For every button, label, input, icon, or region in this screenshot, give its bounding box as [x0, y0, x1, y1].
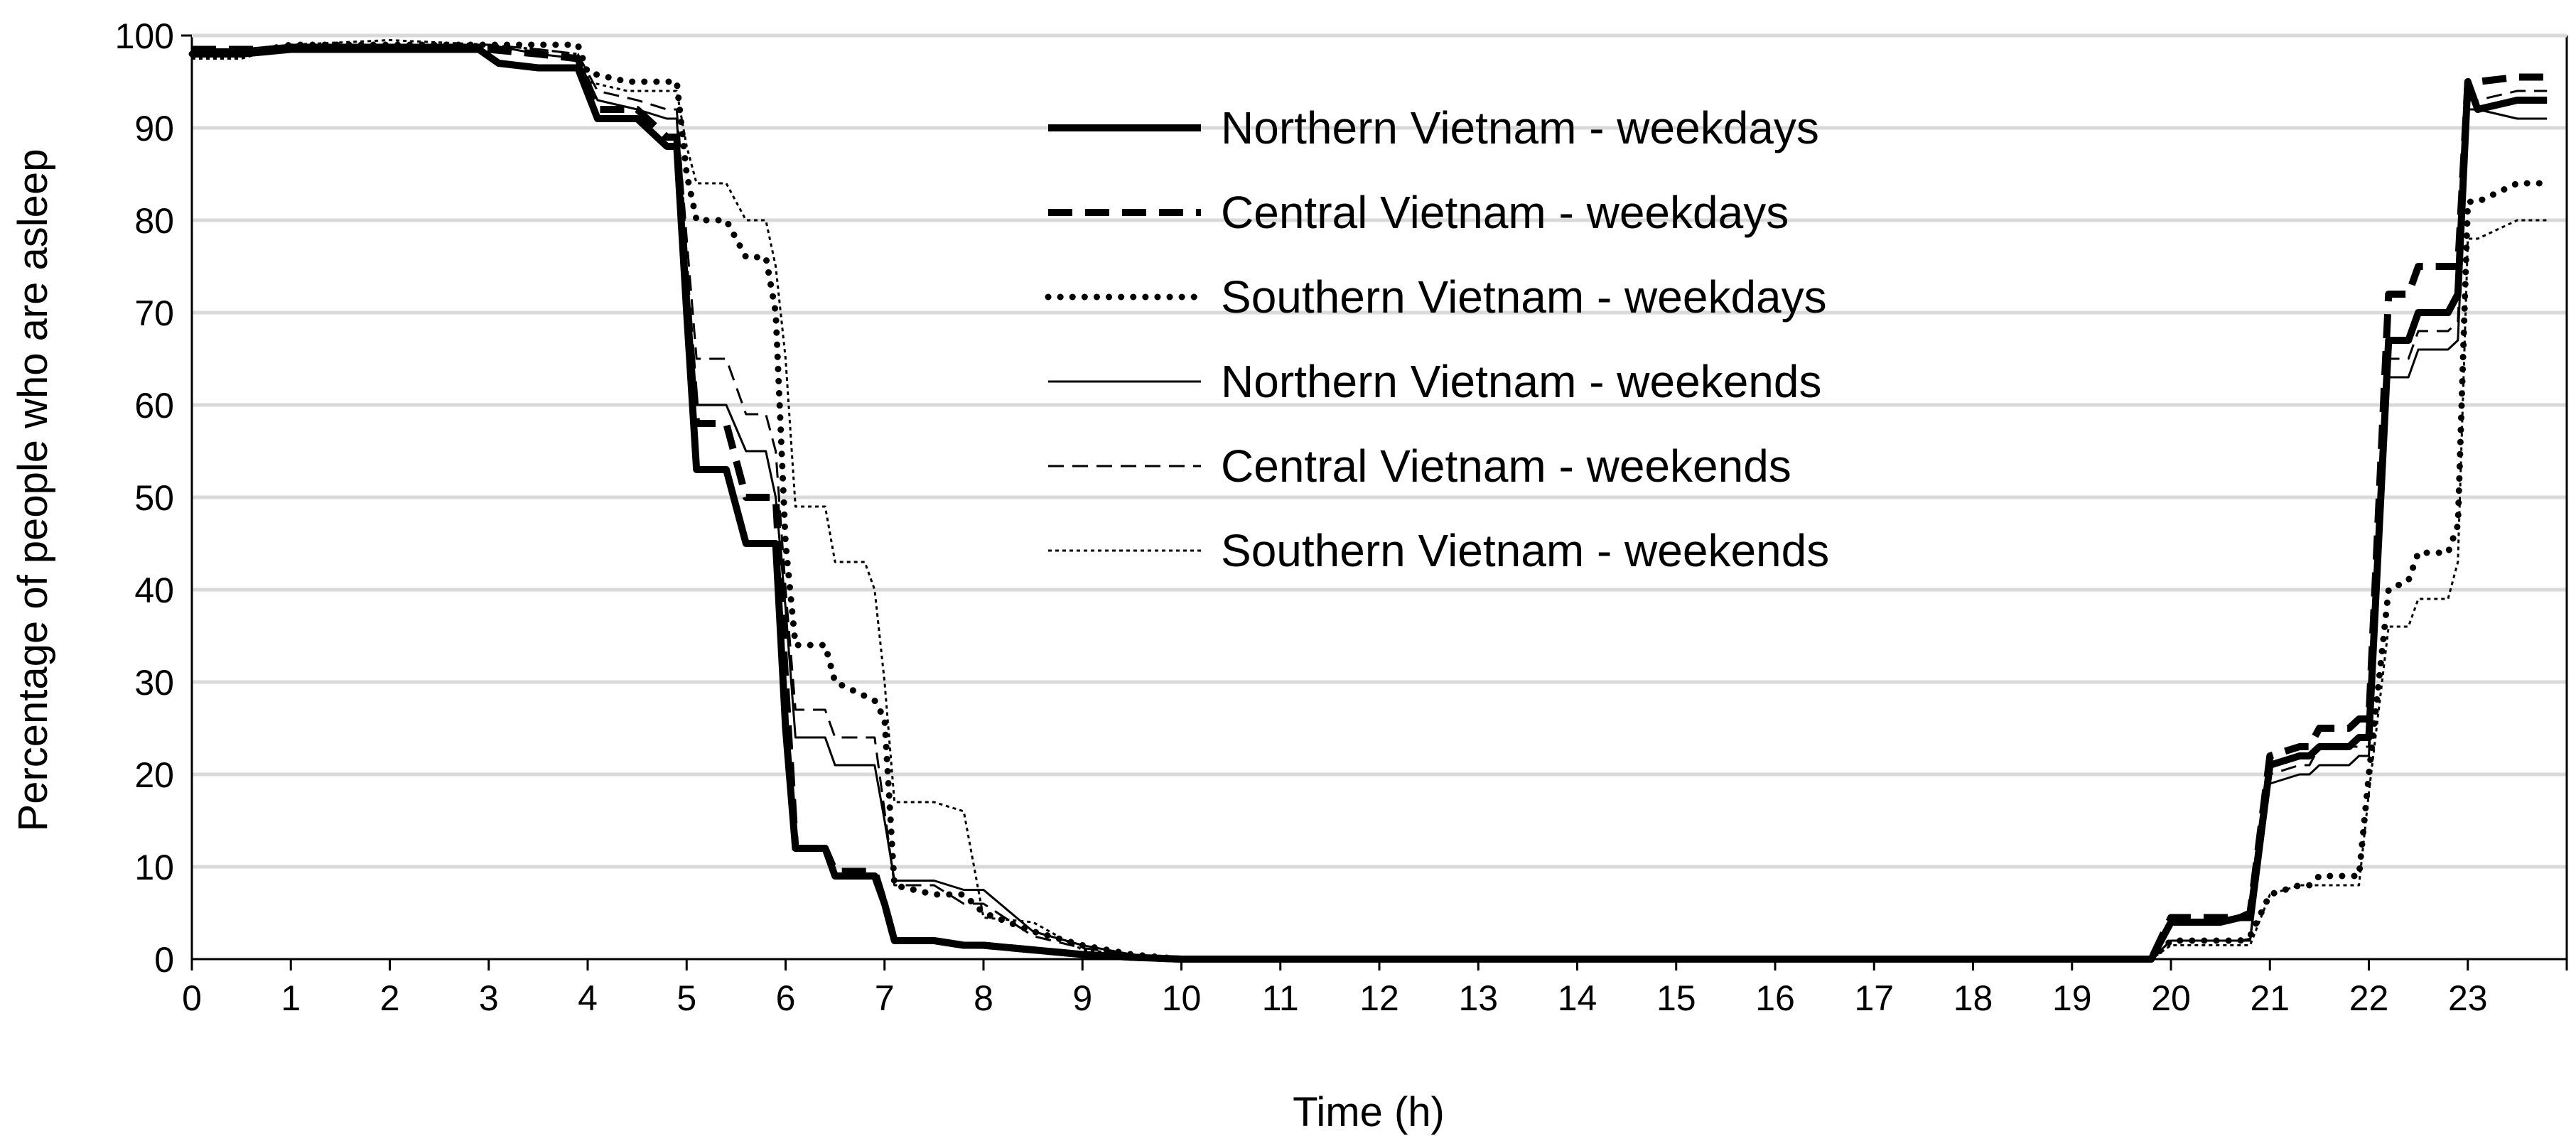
y-tick-label: 40 — [134, 570, 174, 610]
x-tick-label: 8 — [974, 978, 993, 1018]
x-tick-label: 21 — [2250, 978, 2290, 1018]
legend: Northern Vietnam - weekdays Central Vietn… — [1045, 102, 1829, 576]
y-tick-label: 0 — [154, 940, 174, 980]
x-tick-label: 15 — [1656, 978, 1696, 1018]
x-tick-labels: 0 1 2 3 4 5 6 7 8 9 10 11 12 13 14 15 16 17 18 19 20 21 22 23 — [182, 978, 2487, 1018]
x-tick-label: 12 — [1359, 978, 1399, 1018]
y-tick-label: 100 — [115, 16, 174, 56]
y-tick-label: 20 — [134, 755, 174, 795]
legend-label-1: Northern Vietnam - weekdays — [1221, 102, 1819, 153]
y-tick-label: 30 — [134, 663, 174, 703]
x-tick-label: 19 — [2052, 978, 2092, 1018]
legend-label-4: Northern Vietnam - weekends — [1221, 356, 1821, 407]
series-line-2 — [192, 45, 2548, 963]
x-tick-label: 1 — [281, 978, 301, 1018]
x-tick-label: 18 — [1953, 978, 1993, 1018]
y-tick-label: 70 — [134, 293, 174, 333]
x-axis-label: Time (h) — [1293, 1089, 1445, 1135]
x-tick-label: 9 — [1072, 978, 1092, 1018]
y-axis-label: Percentage of people who are asleep — [10, 149, 56, 832]
x-tick-label: 11 — [1262, 978, 1299, 1018]
legend-label-2: Central Vietnam - weekdays — [1221, 187, 1789, 238]
series-line-5 — [192, 43, 2548, 961]
legend-label-5: Central Vietnam - weekends — [1221, 440, 1791, 492]
x-tick-label: 10 — [1162, 978, 1202, 1018]
series-line-1 — [192, 45, 2548, 963]
x-tick-label: 20 — [2151, 978, 2191, 1018]
x-tick-label: 5 — [677, 978, 696, 1018]
y-tick-label: 50 — [134, 478, 174, 518]
series-line-4 — [192, 43, 2548, 961]
x-tick-label: 17 — [1854, 978, 1894, 1018]
y-tick-label: 60 — [134, 386, 174, 426]
y-tick-labels: 0 10 20 30 40 50 60 70 80 90 100 — [115, 16, 174, 980]
axes — [181, 33, 2568, 970]
legend-label-6: Southern Vietnam - weekends — [1221, 525, 1829, 576]
x-tick-label: 22 — [2349, 978, 2389, 1018]
series-layer — [188, 39, 2550, 963]
x-tick-label: 23 — [2448, 978, 2488, 1018]
x-tick-label: 14 — [1558, 978, 1597, 1018]
x-tick-label: 7 — [875, 978, 895, 1018]
x-tick-label: 6 — [776, 978, 796, 1018]
y-tick-label: 10 — [134, 848, 174, 887]
series-line-6 — [192, 39, 2548, 961]
x-tick-label: 0 — [182, 978, 202, 1018]
series-line-3 — [188, 41, 2550, 963]
x-tick-label: 4 — [578, 978, 598, 1018]
legend-label-3: Southern Vietnam - weekdays — [1221, 271, 1827, 323]
x-tick-label: 3 — [479, 978, 499, 1018]
x-tick-label: 2 — [380, 978, 400, 1018]
x-tick-label: 13 — [1458, 978, 1498, 1018]
x-tick-label: 16 — [1755, 978, 1795, 1018]
y-tick-label: 90 — [134, 109, 174, 148]
y-tick-label: 80 — [134, 201, 174, 241]
